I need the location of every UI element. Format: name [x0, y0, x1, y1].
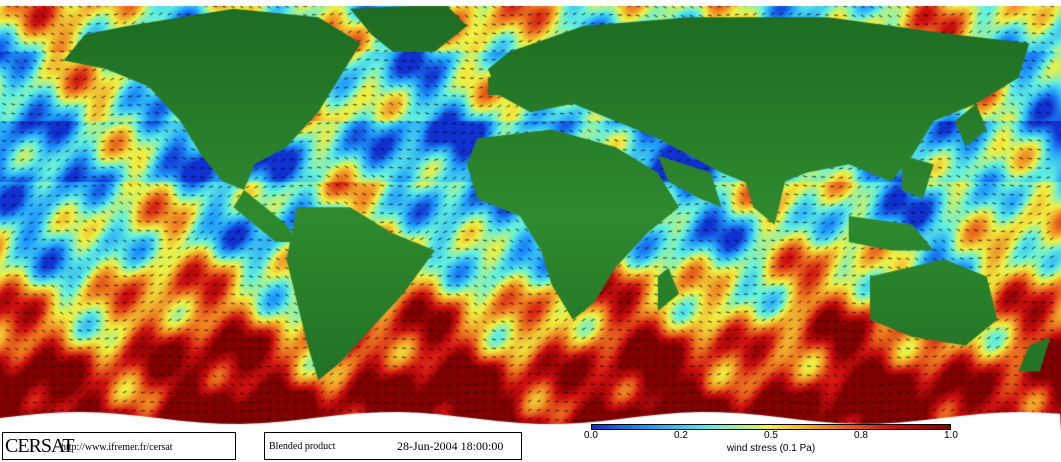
colorbar-tick-2: 0.5	[764, 430, 778, 441]
cersat-url-link[interactable]: http://www.ifremer.fr/cersat	[61, 442, 173, 453]
product-datetime: 28-Jun-2004 18:00:00	[397, 439, 504, 453]
product-label: Blended product	[269, 441, 336, 452]
colorbar	[591, 424, 951, 430]
colorbar-label: wind stress (0.1 Pa)	[726, 443, 816, 454]
logo-box: CERSAT http://www.ifremer.fr/cersat	[2, 432, 236, 460]
colorbar-tick-0: 0.0	[584, 430, 598, 441]
colorbar-tick-3: 0.8	[854, 430, 868, 441]
colorbar-tick-4: 1.0	[944, 430, 958, 441]
colorbar-tick-1: 0.2	[674, 430, 688, 441]
product-info-box: Blended product 28-Jun-2004 18:00:00	[264, 432, 522, 460]
cersat-logo: CERSAT	[5, 435, 74, 457]
